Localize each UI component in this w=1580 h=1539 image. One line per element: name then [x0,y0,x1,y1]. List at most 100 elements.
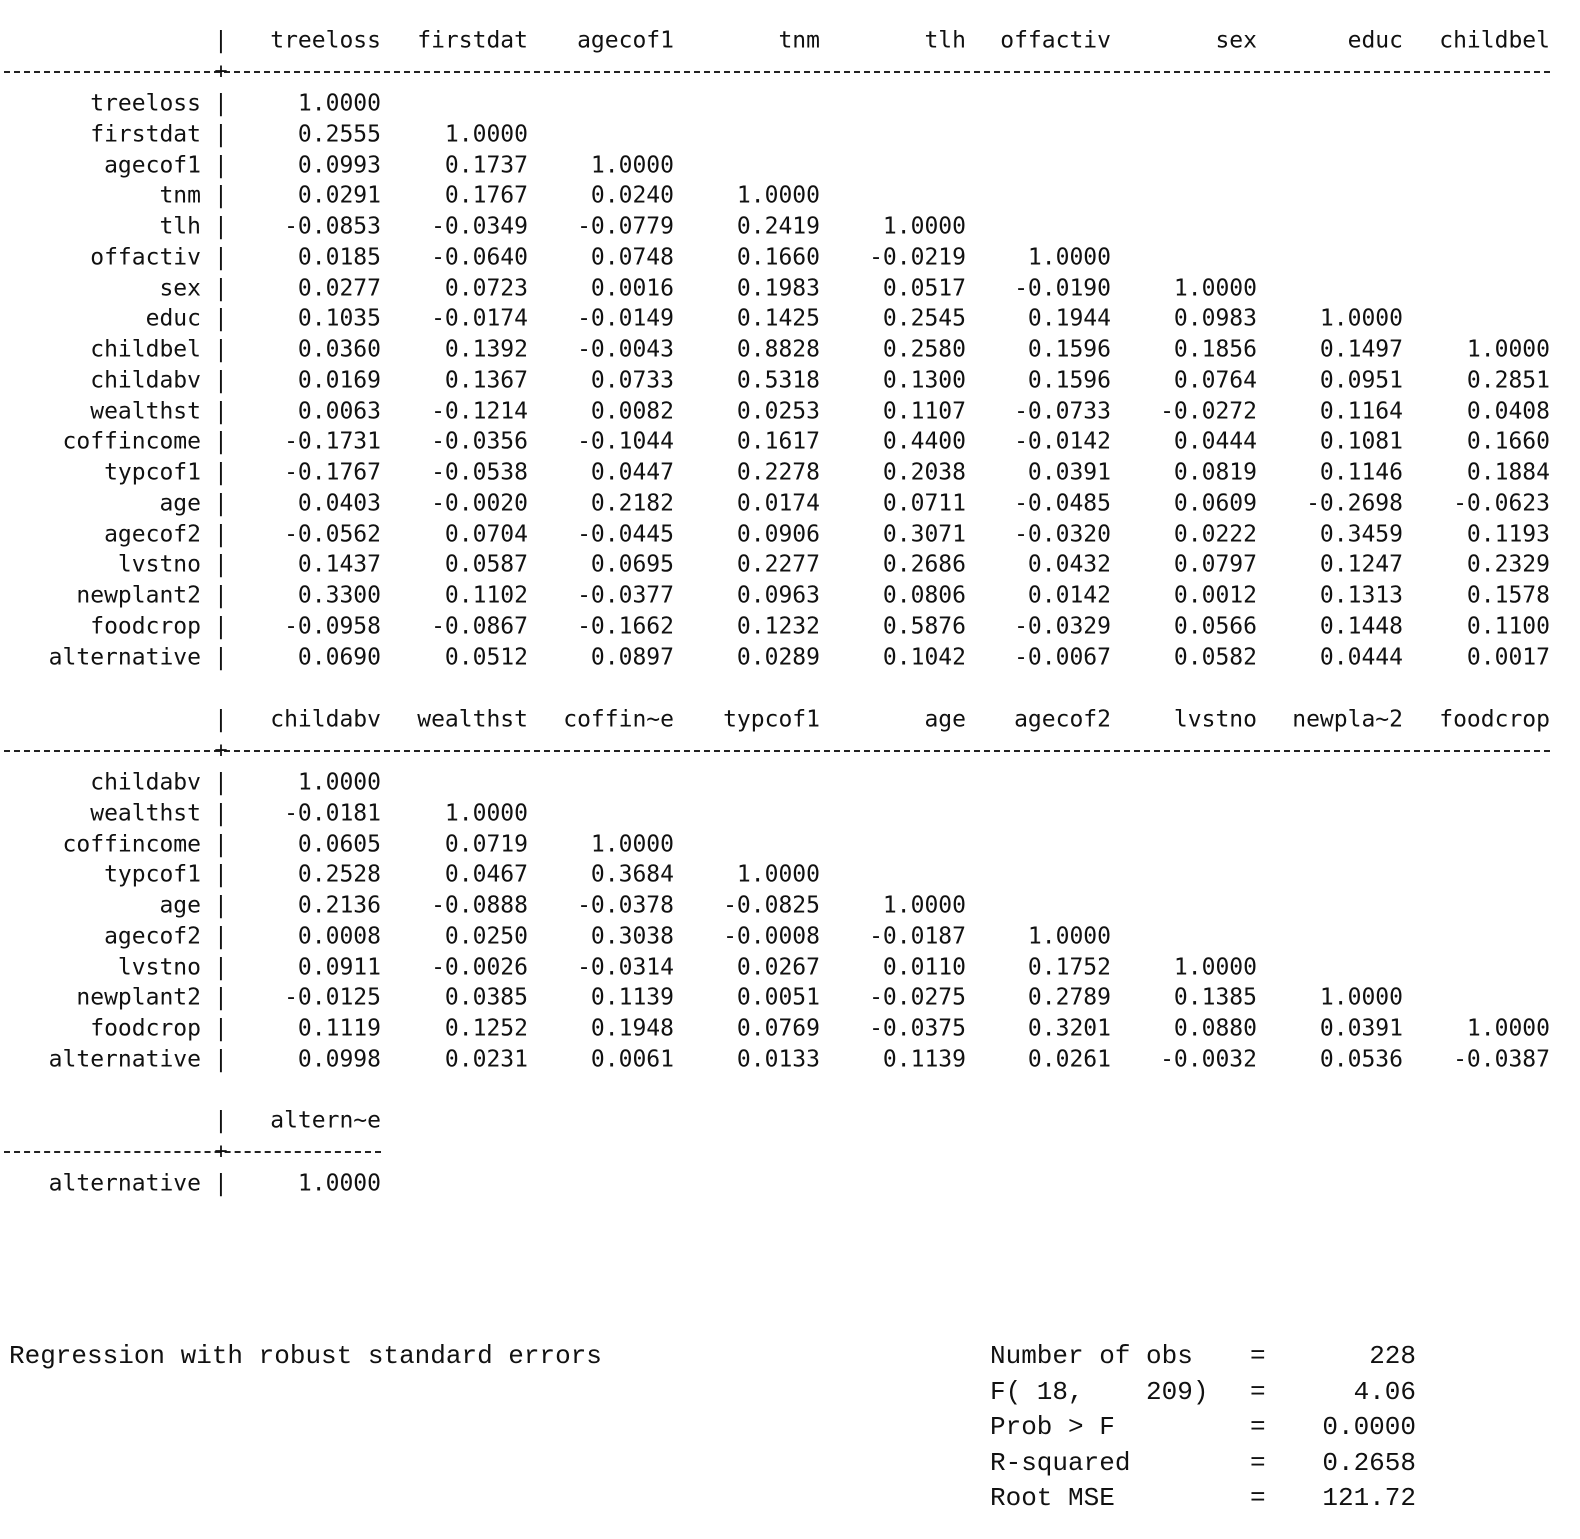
correlation-value: -0.0142 [1014,428,1111,455]
correlation-value: 0.2038 [882,459,966,486]
correlation-value: 0.1767 [444,182,528,209]
stat-value: 4.06 [1353,1376,1416,1407]
correlation-value: 0.0185 [297,244,381,271]
row-label: agecof2 [104,521,201,547]
pipe-separator: | [214,90,228,117]
pipe-separator: | [214,275,228,301]
correlation-value: 0.0240 [590,182,674,209]
correlation-value: 0.1146 [1319,459,1403,486]
correlation-value: 0.1596 [1027,336,1111,363]
correlation-value: -0.1662 [577,613,674,640]
correlation-value: -0.1044 [577,428,674,455]
row-label: alternative [48,1046,201,1073]
correlation-value: -0.0174 [431,305,528,332]
correlation-value: -0.0067 [1014,644,1111,670]
correlation-value: 0.2136 [297,892,381,919]
correlation-value: 0.2545 [882,305,966,332]
row-label: typcof1 [104,861,201,888]
correlation-value: -0.0043 [577,336,674,363]
stat-label: Number of obs [990,1341,1193,1371]
column-header: firstdat [417,27,528,54]
row-label: educ [145,305,201,332]
correlation-value: 0.1944 [1027,305,1111,332]
correlation-value: 0.0711 [882,490,966,517]
correlation-value: 1.0000 [444,121,528,148]
correlation-value: 0.0512 [444,644,528,670]
pipe-separator: | [214,706,228,733]
rule-junction: + [214,738,228,763]
pipe-separator: | [214,582,228,609]
rule-junction: + [214,59,228,84]
correlation-value: 0.0133 [736,1046,820,1073]
correlation-value: 0.1367 [444,367,528,394]
column-header: sex [1215,27,1257,54]
correlation-value: 1.0000 [1027,244,1111,271]
pipe-separator: | [214,769,228,796]
correlation-value: 0.0897 [590,644,674,670]
correlation-value: 0.2686 [882,551,966,578]
correlation-value: 0.1042 [882,644,966,670]
correlation-value: 0.3038 [590,923,674,950]
stat-value: 0.0000 [1322,1412,1416,1443]
pipe-separator: | [214,954,228,980]
correlation-value: 1.0000 [882,892,966,919]
correlation-value: -0.0562 [284,521,381,547]
pipe-separator: | [214,213,228,240]
correlation-value: 0.1425 [736,305,820,332]
correlation-value: 0.0536 [1319,1046,1403,1073]
column-header: tnm [778,27,820,54]
correlation-value: 0.0963 [736,582,820,609]
correlation-value: -0.0445 [577,521,674,547]
correlation-value: 0.0061 [590,1046,674,1073]
row-label: wealthst [90,800,201,827]
correlation-value: -0.0387 [1453,1046,1550,1073]
correlation-value: -0.0020 [431,490,528,517]
correlation-value: 0.1102 [444,582,528,609]
correlation-value: -0.0187 [869,923,966,950]
correlation-value: 1.0000 [590,152,674,178]
correlation-value: 1.0000 [444,800,528,827]
correlation-value: 0.2555 [297,121,381,148]
correlation-value: 0.2277 [736,551,820,578]
row-label: age [159,490,201,517]
correlation-value: 0.0819 [1173,459,1257,486]
correlation-value: 0.0174 [736,490,820,517]
row-label: sex [159,275,201,301]
correlation-value: 0.0733 [590,367,674,394]
correlation-value: 0.3201 [1027,1015,1111,1042]
correlation-value: 0.3300 [297,582,381,609]
correlation-value: 0.0222 [1173,521,1257,547]
correlation-value: 0.0911 [297,954,381,980]
pipe-separator: | [214,551,228,578]
correlation-value: 0.2580 [882,336,966,363]
correlation-value: 0.0769 [736,1015,820,1042]
correlation-value: 0.0723 [444,275,528,301]
column-header: offactiv [1000,27,1111,54]
row-label: newplant2 [76,984,201,1011]
correlation-value: 1.0000 [1173,275,1257,301]
pipe-separator: | [214,1015,228,1042]
pipe-separator: | [214,121,228,148]
row-label: lvstno [117,954,201,980]
correlation-value: -0.0640 [431,244,528,271]
correlation-value: 0.0993 [297,152,381,178]
correlation-value: 0.2278 [736,459,820,486]
column-header: coffin~e [563,706,674,733]
correlation-value: -0.0867 [431,613,528,640]
correlation-value: -0.1731 [284,428,381,455]
correlation-value: 0.0906 [736,521,820,547]
correlation-value: 0.0695 [590,551,674,578]
correlation-value: 0.1596 [1027,367,1111,394]
stat-equals: = [1250,1412,1266,1443]
correlation-value: 1.0000 [297,1170,381,1197]
correlation-value: 0.1617 [736,428,820,455]
correlation-value: 0.0391 [1319,1015,1403,1042]
column-header: agecof1 [577,27,674,54]
correlation-value: -0.0190 [1014,275,1111,301]
correlation-value: -0.0538 [431,459,528,486]
dashed-rule [4,1151,381,1153]
correlation-value: 0.1193 [1466,521,1550,547]
correlation-value: 0.1497 [1319,336,1403,363]
correlation-value: 0.0291 [297,182,381,209]
correlation-value: 0.0016 [590,275,674,301]
